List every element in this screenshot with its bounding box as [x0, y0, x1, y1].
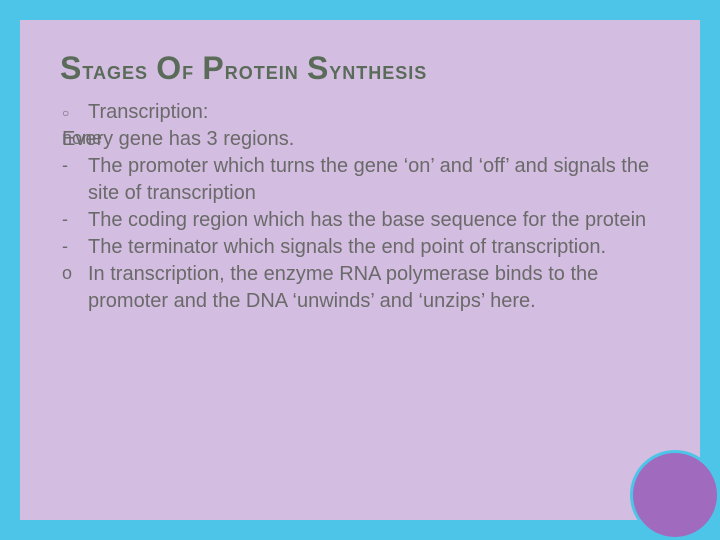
slide-title: Stages Of Protein Synthesis [60, 50, 660, 87]
bullet-marker: - [60, 234, 88, 258]
body-text: Transcription: [88, 99, 660, 126]
bullet-marker: o [60, 261, 88, 285]
slide: Stages Of Protein Synthesis ○Transcripti… [20, 20, 700, 520]
body-text: In transcription, the enzyme RNA polymer… [88, 261, 660, 315]
slide-body: ○Transcription:noneEvery gene has 3 regi… [60, 99, 660, 315]
bullet-marker: - [60, 207, 88, 231]
body-text: The coding region which has the base seq… [88, 207, 660, 234]
body-text: The terminator which signals the end poi… [88, 234, 660, 261]
body-line: -The coding region which has the base se… [60, 207, 660, 234]
body-line: -The promoter which turns the gene ‘on’ … [60, 153, 660, 207]
accent-circle-icon [630, 450, 720, 540]
bullet-marker: ○ [60, 99, 88, 121]
bullet-marker: - [60, 153, 88, 177]
body-line: ○Transcription: [60, 99, 660, 126]
body-text: The promoter which turns the gene ‘on’ a… [88, 153, 660, 207]
body-text: Every gene has 3 regions. [62, 126, 660, 153]
body-line: oIn transcription, the enzyme RNA polyme… [60, 261, 660, 315]
body-line: -The terminator which signals the end po… [60, 234, 660, 261]
body-line: noneEvery gene has 3 regions. [60, 126, 660, 153]
